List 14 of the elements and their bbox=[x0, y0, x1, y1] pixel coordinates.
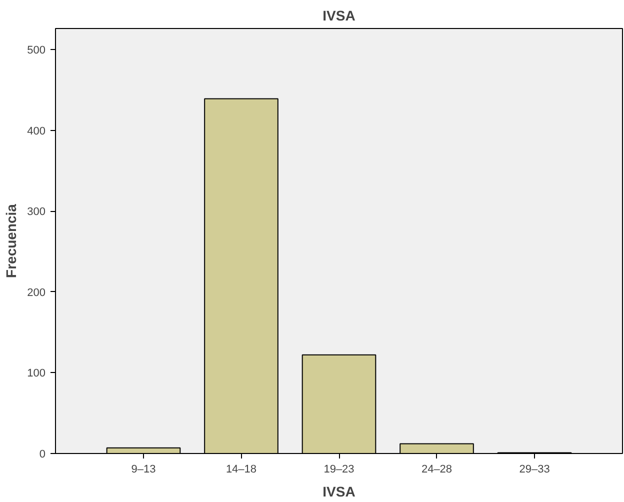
y-tick-label: 500 bbox=[27, 44, 46, 57]
chart-title: IVSA bbox=[322, 8, 356, 24]
x-tick-label: 29–33 bbox=[519, 464, 550, 476]
y-tick-label: 100 bbox=[27, 368, 46, 380]
y-axis-title: Frecuencia bbox=[3, 204, 20, 278]
y-tick-label: 200 bbox=[27, 286, 46, 299]
x-tick-label: 14–18 bbox=[226, 464, 257, 476]
y-tick-label: 400 bbox=[27, 125, 46, 138]
y-tick-label: 0 bbox=[39, 448, 46, 460]
x-tick-label: 24–28 bbox=[421, 464, 452, 476]
x-tick-label: 9–13 bbox=[131, 464, 156, 476]
y-tick-label: 300 bbox=[27, 206, 46, 218]
x-tick-label: 19–23 bbox=[324, 464, 354, 476]
x-axis-title: IVSA bbox=[322, 484, 356, 500]
